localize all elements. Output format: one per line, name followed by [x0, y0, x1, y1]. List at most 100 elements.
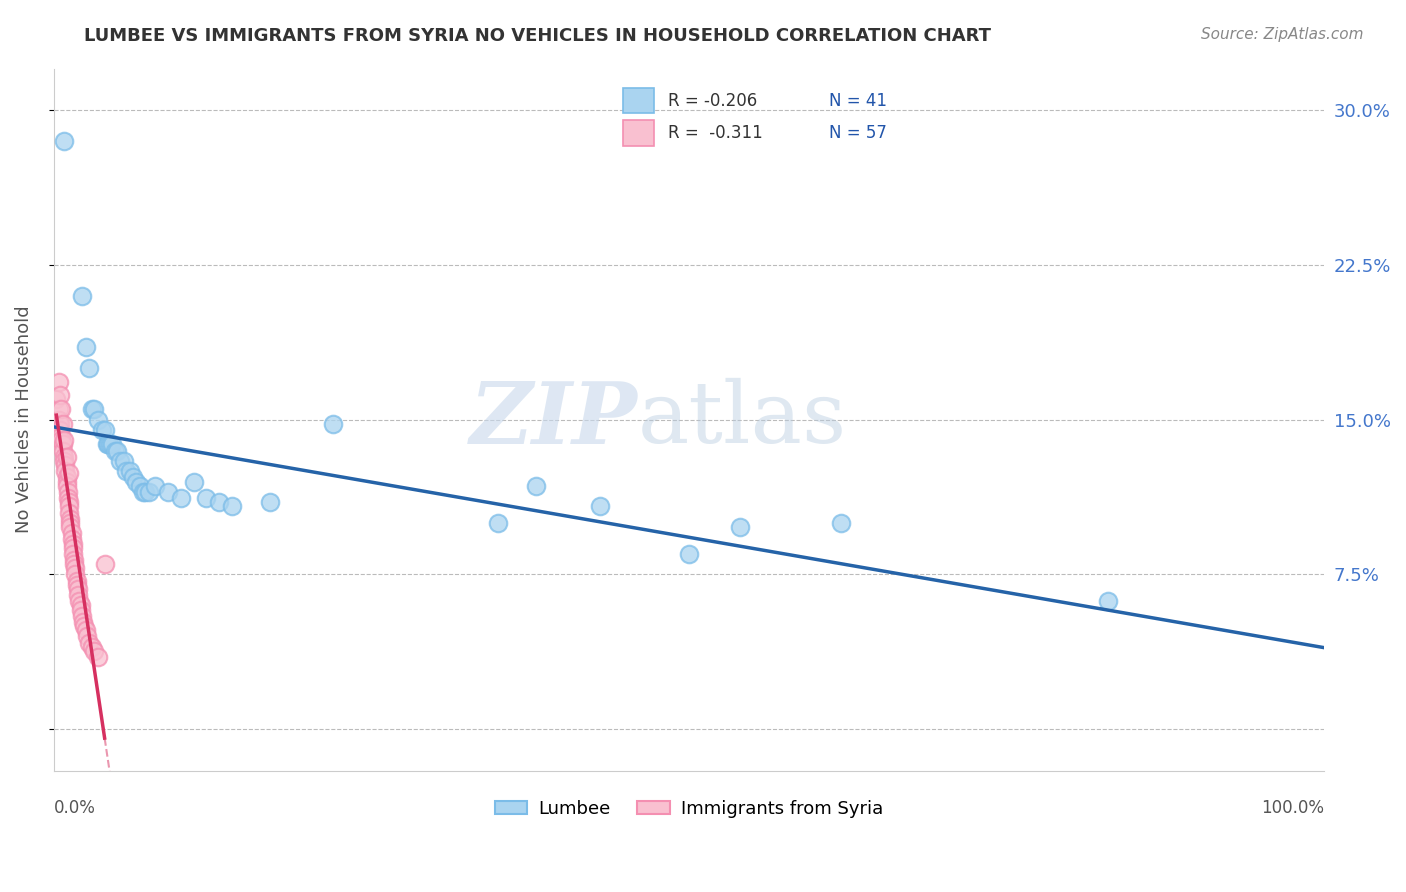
Point — [221, 500, 243, 514]
Point — [75, 340, 97, 354]
Point — [53, 454, 76, 468]
Point — [53, 464, 76, 478]
Point — [52, 417, 75, 431]
Point — [80, 640, 103, 654]
Point — [66, 588, 89, 602]
Point — [63, 557, 86, 571]
Point — [138, 484, 160, 499]
Point — [526, 478, 548, 492]
Point — [134, 484, 156, 499]
Point — [58, 500, 80, 514]
Point — [83, 644, 105, 658]
Point — [58, 506, 80, 520]
Point — [93, 557, 115, 571]
Point — [58, 467, 80, 481]
Legend: Lumbee, Immigrants from Syria: Lumbee, Immigrants from Syria — [488, 792, 890, 825]
Point — [80, 402, 103, 417]
Point — [97, 437, 120, 451]
Point — [69, 599, 91, 613]
Point — [76, 630, 98, 644]
Point — [486, 516, 509, 530]
Point — [49, 417, 72, 431]
Point — [53, 450, 76, 464]
Point — [67, 594, 90, 608]
Point — [59, 512, 82, 526]
Point — [728, 520, 751, 534]
Point — [678, 547, 700, 561]
Point — [87, 650, 110, 665]
Point — [49, 423, 72, 437]
Point — [145, 478, 167, 492]
Text: LUMBEE VS IMMIGRANTS FROM SYRIA NO VEHICLES IN HOUSEHOLD CORRELATION CHART: LUMBEE VS IMMIGRANTS FROM SYRIA NO VEHIC… — [84, 27, 991, 45]
Point — [129, 478, 152, 492]
Point — [56, 491, 79, 505]
Point — [183, 475, 205, 489]
Text: atlas: atlas — [638, 378, 848, 461]
Point — [60, 526, 83, 541]
Point — [55, 475, 77, 489]
Point — [322, 417, 344, 431]
Point — [87, 412, 110, 426]
Point — [55, 478, 77, 492]
Point — [1097, 594, 1119, 608]
Point — [105, 443, 128, 458]
Point — [53, 134, 76, 148]
Point — [62, 541, 84, 555]
Point — [101, 437, 124, 451]
Text: Source: ZipAtlas.com: Source: ZipAtlas.com — [1201, 27, 1364, 42]
Point — [79, 361, 101, 376]
Point — [112, 454, 135, 468]
Point — [66, 574, 89, 588]
Point — [63, 553, 86, 567]
Text: ZIP: ZIP — [470, 378, 638, 461]
Point — [170, 491, 193, 505]
Point — [52, 443, 75, 458]
Point — [51, 434, 73, 448]
Point — [125, 475, 148, 489]
Point — [65, 561, 87, 575]
Point — [49, 388, 72, 402]
Point — [132, 484, 155, 499]
Text: 0.0%: 0.0% — [53, 799, 96, 817]
Point — [79, 635, 101, 649]
Point — [75, 624, 97, 638]
Point — [259, 495, 281, 509]
Point — [65, 567, 87, 582]
Point — [48, 402, 70, 417]
Point — [62, 547, 84, 561]
Point — [48, 376, 70, 390]
Point — [208, 495, 231, 509]
Point — [53, 434, 76, 448]
Point — [104, 443, 127, 458]
Point — [589, 500, 612, 514]
Point — [96, 437, 118, 451]
Point — [51, 402, 73, 417]
Point — [83, 402, 105, 417]
Point — [108, 454, 131, 468]
Point — [93, 423, 115, 437]
Point — [121, 470, 143, 484]
Point — [69, 602, 91, 616]
Point — [58, 495, 80, 509]
Point — [195, 491, 218, 505]
Point — [45, 392, 67, 406]
Point — [66, 582, 89, 596]
Text: 100.0%: 100.0% — [1261, 799, 1324, 817]
Point — [55, 470, 77, 484]
Point — [98, 437, 121, 451]
Point — [91, 423, 114, 437]
Point — [830, 516, 852, 530]
Point — [56, 484, 79, 499]
Point — [72, 615, 94, 629]
Point — [59, 520, 82, 534]
Point — [60, 533, 83, 547]
Point — [157, 484, 180, 499]
Point — [115, 464, 138, 478]
Point — [59, 516, 82, 530]
Point — [62, 536, 84, 550]
Point — [48, 412, 70, 426]
Point — [118, 464, 141, 478]
Point — [52, 437, 75, 451]
Point — [66, 578, 89, 592]
Point — [55, 450, 77, 464]
